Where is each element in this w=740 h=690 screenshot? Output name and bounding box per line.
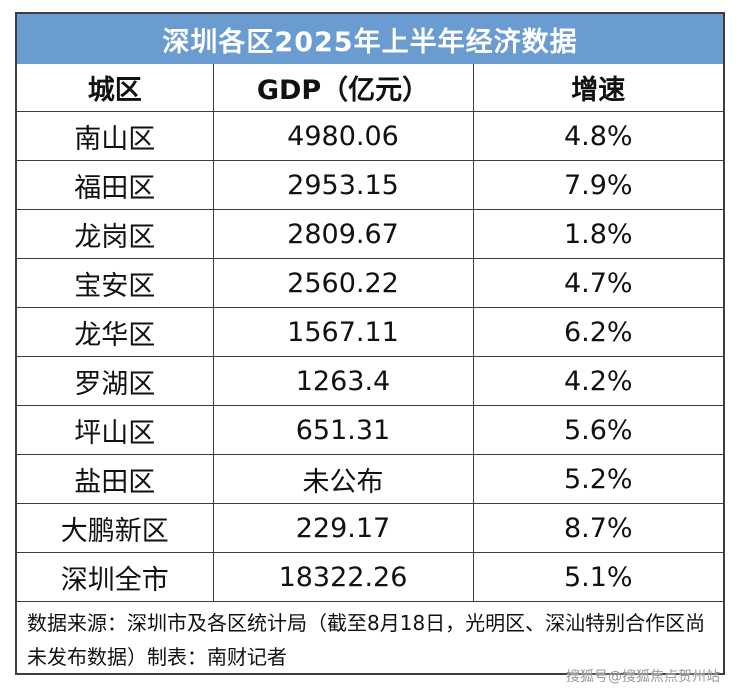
growth-cell: 5.1% (472, 552, 723, 602)
district-cell: 福田区 (17, 160, 214, 210)
header-district: 城区 (17, 64, 214, 112)
header-gdp: GDP（亿元） (212, 64, 474, 112)
table-row: 大鹏新区 229.17 8.7% (17, 503, 723, 553)
table-row: 南山区 4980.06 4.8% (17, 111, 723, 161)
growth-cell: 6.2% (472, 307, 723, 357)
table-row: 坪山区 651.31 5.6% (17, 405, 723, 455)
growth-cell: 4.7% (472, 258, 723, 308)
gdp-cell: 2809.67 (212, 209, 474, 259)
growth-cell: 1.8% (472, 209, 723, 259)
growth-cell: 4.8% (472, 111, 723, 161)
growth-cell: 4.2% (472, 356, 723, 406)
growth-cell: 7.9% (472, 160, 723, 210)
gdp-cell: 2560.22 (212, 258, 474, 308)
gdp-cell: 1567.11 (212, 307, 474, 357)
gdp-cell: 18322.26 (212, 552, 474, 602)
table-row: 罗湖区 1263.4 4.2% (17, 356, 723, 406)
growth-cell: 8.7% (472, 503, 723, 553)
gdp-cell: 4980.06 (212, 111, 474, 161)
table-header-row: 城区 GDP（亿元） 增速 (17, 64, 723, 112)
table-row: 宝安区 2560.22 4.7% (17, 258, 723, 308)
district-cell: 龙岗区 (17, 209, 214, 259)
growth-cell: 5.6% (472, 405, 723, 455)
gdp-table: 城区 GDP（亿元） 增速 南山区 4980.06 4.8% 福田区 2953.… (17, 64, 723, 602)
district-cell: 坪山区 (17, 405, 214, 455)
table-row: 盐田区 未公布 5.2% (17, 454, 723, 504)
district-cell: 大鹏新区 (17, 503, 214, 553)
table-row: 福田区 2953.15 7.9% (17, 160, 723, 210)
gdp-cell: 651.31 (212, 405, 474, 455)
district-cell: 宝安区 (17, 258, 214, 308)
table-row: 龙岗区 2809.67 1.8% (17, 209, 723, 259)
data-table-card: 深圳各区2025年上半年经济数据 城区 GDP（亿元） 增速 南山区 4980.… (15, 12, 725, 675)
gdp-cell: 2953.15 (212, 160, 474, 210)
district-cell: 罗湖区 (17, 356, 214, 406)
header-growth: 增速 (472, 64, 723, 112)
table-row: 龙华区 1567.11 6.2% (17, 307, 723, 357)
gdp-cell: 未公布 (212, 454, 474, 504)
gdp-cell: 229.17 (212, 503, 474, 553)
district-cell: 深圳全市 (17, 552, 214, 602)
district-cell: 盐田区 (17, 454, 214, 504)
watermark-text: 搜狐号@搜狐焦点贺州站 (566, 669, 720, 685)
table-row-total: 深圳全市 18322.26 5.1% (17, 552, 723, 602)
table-title: 深圳各区2025年上半年经济数据 (17, 14, 723, 64)
district-cell: 南山区 (17, 111, 214, 161)
gdp-cell: 1263.4 (212, 356, 474, 406)
growth-cell: 5.2% (472, 454, 723, 504)
source-note: 数据来源：深圳市及各区统计局（截至8月18日，光明区、深汕特别合作区尚未发布数据… (27, 611, 706, 669)
district-cell: 龙华区 (17, 307, 214, 357)
